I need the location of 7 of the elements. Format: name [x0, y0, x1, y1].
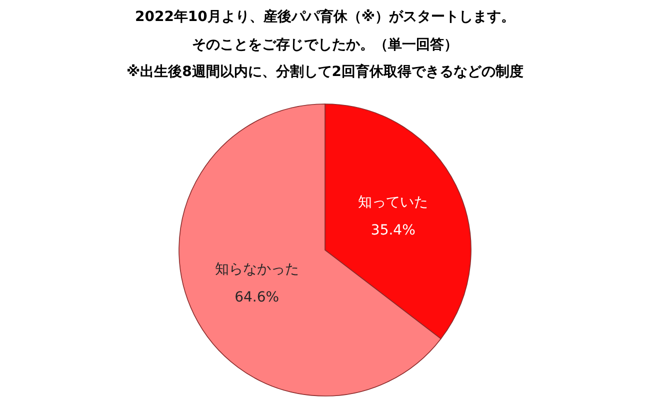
text: ※出生後8週間以内に、分割して2回育休取得できるなどの制度: [126, 63, 524, 80]
data-label: 64.6%: [234, 290, 280, 306]
slice-label: 知っていた: [358, 194, 428, 210]
data-label: 35.4%: [370, 222, 416, 238]
chart-title: 2022年10月より、産後パパ育休（※）がスタートします。: [134, 8, 516, 25]
slice-label: 知らなかった: [214, 262, 299, 278]
chart-subtitle: そのことをご存じでしたか。（単一回答）: [192, 37, 458, 53]
